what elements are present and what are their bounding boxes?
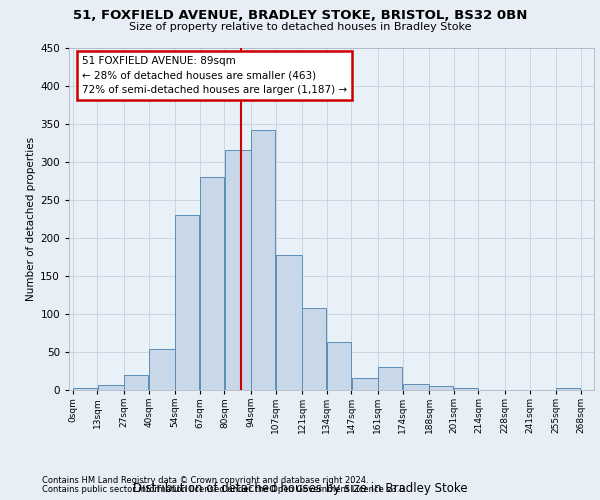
Bar [403,384,429,390]
Bar [556,388,580,390]
Bar [98,384,124,390]
Bar [73,388,97,390]
Text: 51 FOXFIELD AVENUE: 89sqm
← 28% of detached houses are smaller (463)
72% of semi: 51 FOXFIELD AVENUE: 89sqm ← 28% of detac… [82,56,347,95]
Bar [352,378,377,390]
Bar [124,375,148,390]
Bar [224,150,251,390]
Bar [430,386,454,390]
Bar [175,215,199,390]
Text: 51, FOXFIELD AVENUE, BRADLEY STOKE, BRISTOL, BS32 0BN: 51, FOXFIELD AVENUE, BRADLEY STOKE, BRIS… [73,9,527,22]
Text: Contains public sector information licensed under the Open Government Licence v3: Contains public sector information licen… [42,485,407,494]
Bar [200,177,224,390]
Bar [276,254,302,390]
Bar [454,388,478,390]
Bar [149,349,175,390]
Text: Size of property relative to detached houses in Bradley Stoke: Size of property relative to detached ho… [129,22,471,32]
Bar [378,367,402,390]
Bar [327,342,351,390]
Text: Contains HM Land Registry data © Crown copyright and database right 2024.: Contains HM Land Registry data © Crown c… [42,476,368,485]
Y-axis label: Number of detached properties: Number of detached properties [26,136,36,301]
Bar [302,308,326,390]
Bar [251,130,275,390]
Text: Distribution of detached houses by size in Bradley Stoke: Distribution of detached houses by size … [133,482,467,495]
